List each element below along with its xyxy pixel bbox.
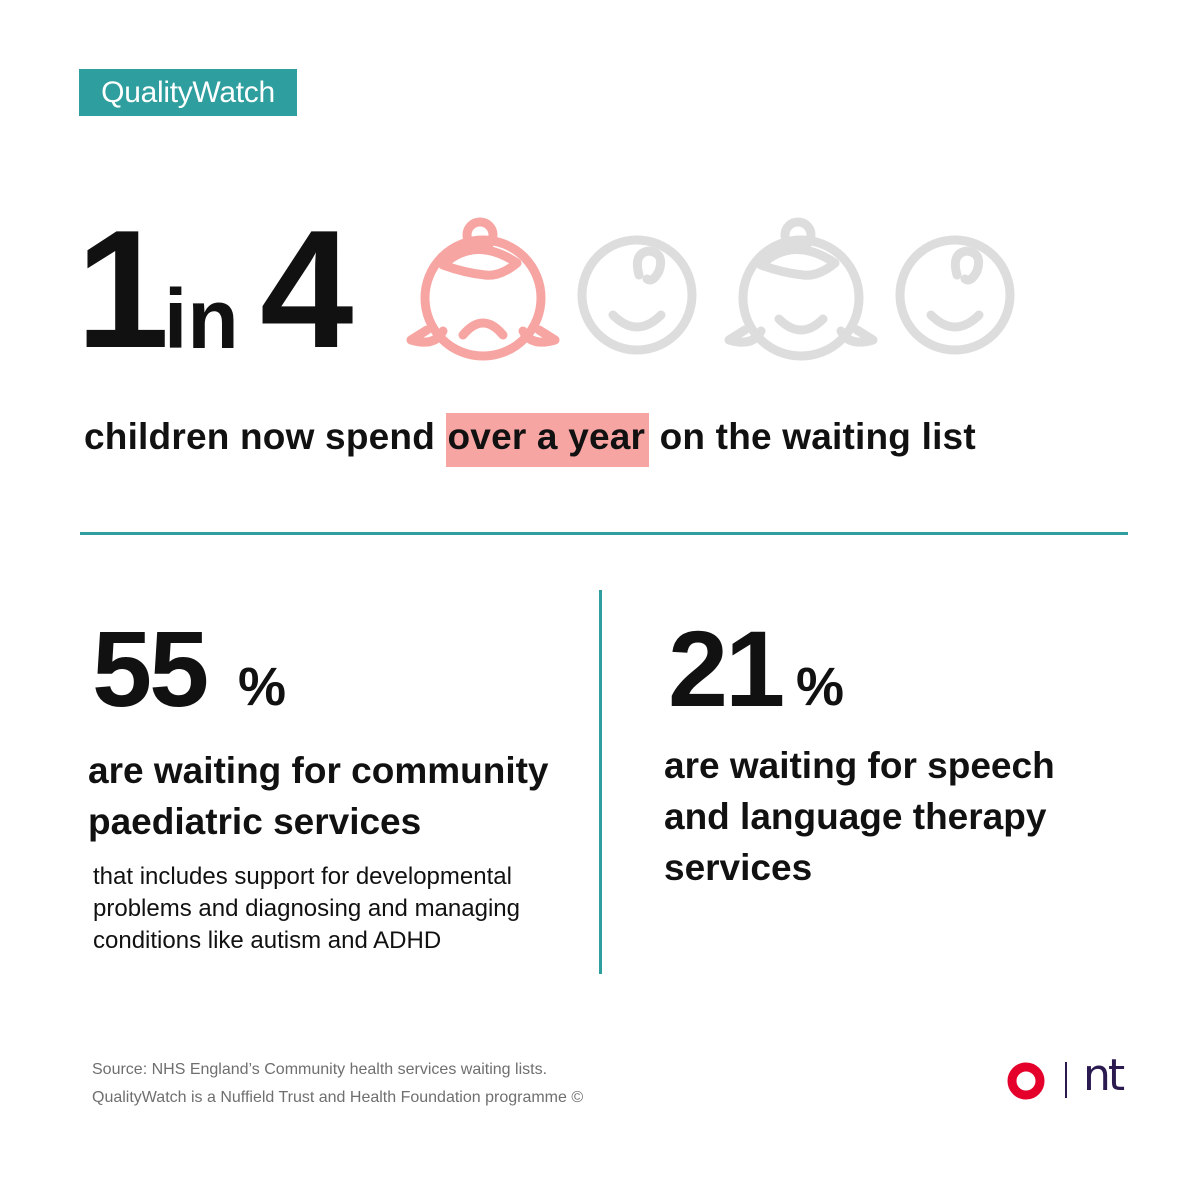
headline-highlight: over a year (445, 413, 650, 467)
note-line: problems and diagnosing and managing (93, 895, 520, 922)
stat-text-line: are waiting for community (88, 750, 549, 791)
child-boy-icon (895, 235, 1015, 355)
stat-text-line: paediatric services (88, 801, 422, 842)
stat-paediatric-label: are waiting for community paediatric ser… (88, 745, 549, 847)
source-line: QualityWatch is a Nuffield Trust and Hea… (92, 1089, 584, 1106)
stat-speech-value: 21 (668, 608, 785, 729)
ratio-connector: in (164, 272, 239, 366)
child-girl-icon (724, 217, 878, 361)
note-line: conditions like autism and ADHD (93, 927, 442, 954)
child-girl-icon (406, 217, 560, 361)
logo-divider (1065, 1062, 1067, 1098)
stat-paediatric-note: that includes support for developmental … (93, 861, 520, 957)
column-divider (599, 590, 602, 974)
nuffield-trust-logo: nt (1005, 1054, 1135, 1102)
stat-speech-label: are waiting for speech and language ther… (664, 740, 1055, 893)
ring-icon (1007, 1062, 1045, 1100)
child-boy-icon (577, 235, 697, 355)
ratio-numerator: 1 (76, 195, 169, 383)
qualitywatch-logo: QualityWatch (79, 69, 297, 116)
stat-text-line: are waiting for speech (664, 745, 1055, 786)
stat-paediatric-unit: % (238, 657, 287, 717)
note-line: that includes support for developmental (93, 863, 512, 890)
logo-text: nt (1083, 1050, 1125, 1101)
headline-after: on the waiting list (649, 416, 976, 457)
ratio-denominator: 4 (260, 195, 353, 383)
stat-speech-unit: % (796, 657, 845, 717)
stat-text-line: services (664, 847, 813, 888)
source-note: Source: NHS England’s Community health s… (92, 1056, 583, 1112)
section-divider (80, 532, 1128, 535)
stat-text-line: and language therapy (664, 796, 1047, 837)
stat-paediatric-value: 55 (92, 608, 209, 729)
headline-before: children now spend (84, 416, 446, 457)
child-icons-row (405, 215, 1025, 375)
source-line: Source: NHS England’s Community health s… (92, 1061, 548, 1078)
headline: children now spend over a year on the wa… (84, 413, 976, 467)
